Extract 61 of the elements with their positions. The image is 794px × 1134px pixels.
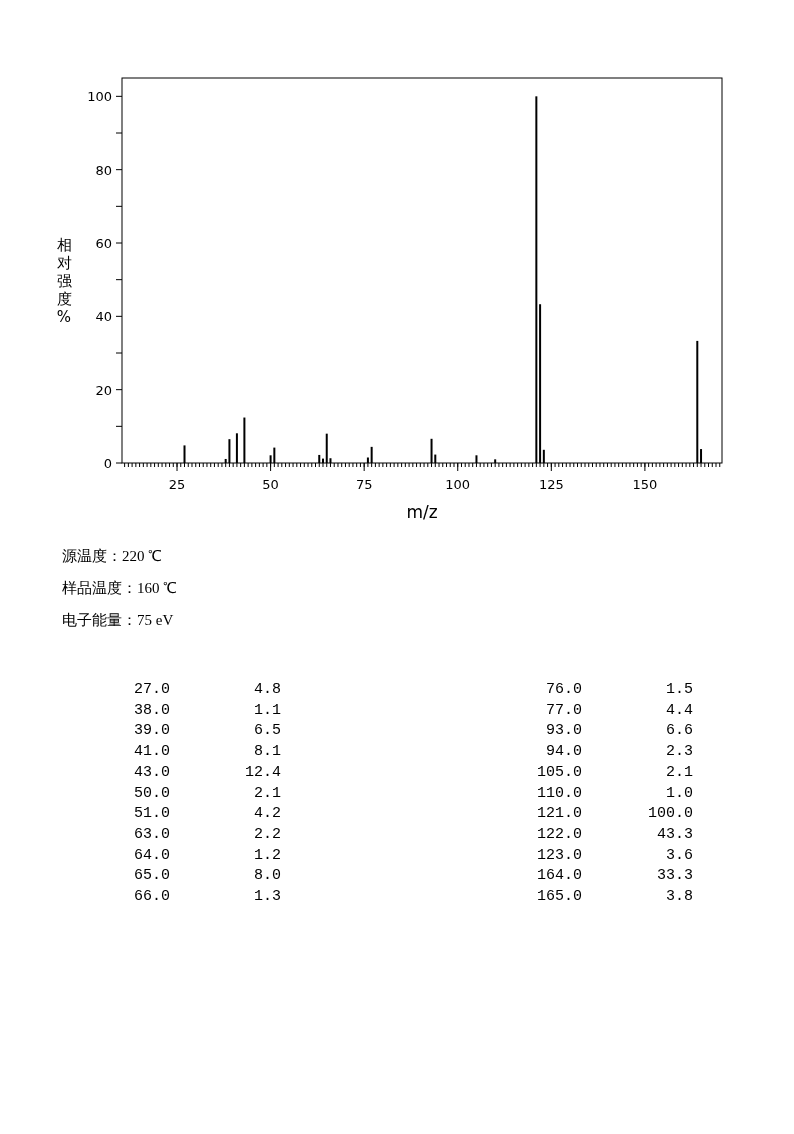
text: 源温度：220 ℃ [62, 548, 163, 564]
x-tick-label: 25 [168, 477, 186, 492]
text: 1.5 [665, 681, 693, 698]
y-axis-title: 相对强度% [56, 236, 72, 326]
text: 165.0 [536, 888, 582, 905]
text: 4.4 [665, 701, 693, 719]
text: 164.0 [536, 867, 582, 885]
x-tick-label: 125 [538, 477, 564, 492]
text: 1.0 [665, 784, 693, 802]
text: 94.0 [545, 743, 582, 761]
text: 122.0 [536, 825, 582, 843]
text: 6.5 [253, 722, 281, 740]
text: 51.0 [133, 805, 170, 823]
text: 110.0 [536, 784, 582, 802]
text: 2.2 [253, 825, 281, 843]
x-tick-label: 100 [445, 477, 471, 492]
text: 123.0 [536, 846, 582, 864]
x-tick-label: 50 [262, 477, 279, 492]
text: 43.3 [656, 825, 693, 843]
text: 100.0 [647, 805, 693, 823]
text: 12.4 [244, 763, 281, 781]
y-tick-label: 60 [95, 236, 112, 251]
text: 33.3 [656, 867, 693, 885]
text: 电子能量：75 eV [62, 612, 174, 628]
text: 64.0 [133, 846, 170, 864]
y-tick-label: 0 [103, 456, 112, 471]
text: 50.0 [133, 784, 170, 802]
text: 6.6 [665, 722, 693, 740]
text: 3.8 [665, 888, 693, 905]
x-tick-label: 75 [355, 477, 373, 492]
y-tick-label: 40 [95, 309, 112, 325]
text: 38.0 [133, 701, 170, 719]
text: 样品温度：160 ℃ [62, 580, 178, 596]
text: 4.2 [253, 805, 281, 823]
text: 41.0 [133, 743, 170, 761]
text: 105.0 [536, 763, 582, 781]
text: 77.0 [545, 701, 582, 719]
text: 66.0 [133, 888, 170, 905]
x-tick-label: 150 [632, 477, 658, 492]
text: 1.3 [253, 888, 281, 905]
text: 1.2 [253, 846, 281, 864]
text: 8.1 [253, 743, 281, 761]
y-tick-label: 100 [87, 89, 112, 105]
text: 2.3 [665, 743, 693, 761]
text: 39.0 [133, 722, 170, 740]
text: 121.0 [536, 805, 582, 823]
x-axis-title: m/z [406, 502, 438, 522]
y-tick-label: 20 [95, 382, 112, 398]
text: 4.8 [253, 681, 281, 698]
text: 43.0 [133, 763, 170, 781]
y-tick-label: 80 [95, 162, 112, 178]
text: 65.0 [133, 867, 170, 885]
text: 1.1 [253, 701, 281, 719]
text: 8.0 [253, 867, 281, 885]
text: 2.1 [665, 763, 693, 781]
text: 63.0 [133, 825, 170, 843]
text: 27.0 [133, 681, 170, 698]
text: 2.1 [253, 784, 281, 802]
text: 93.0 [545, 722, 582, 740]
text: 3.6 [665, 846, 693, 864]
text: 76.0 [545, 681, 582, 698]
